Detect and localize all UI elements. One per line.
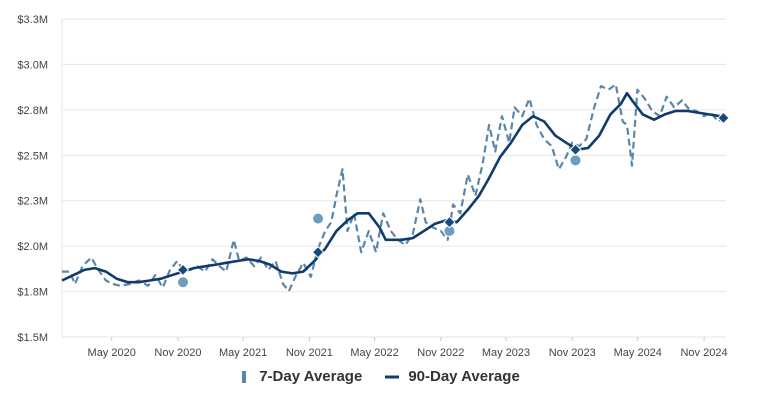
legend-label-90-day: 90-Day Average (408, 368, 520, 385)
x-tick-label: Nov 2020 (154, 347, 201, 359)
x-tick-label: May 2020 (88, 347, 136, 359)
legend-item-7-day[interactable]: 7-Day Average (237, 368, 362, 385)
x-tick-label: Nov 2021 (286, 347, 333, 359)
diamond-marker (717, 111, 730, 125)
chart-gridlines (61, 18, 726, 338)
diamond-marker (311, 245, 325, 259)
y-tick-label: $3.3M (17, 14, 48, 26)
x-tick-label: Nov 2022 (417, 347, 464, 359)
circle-marker (312, 212, 325, 225)
diamond-marker (176, 263, 190, 277)
x-axis-ticks: May 2020 Nov 2020 May 2021 Nov 2021 May 2022… (88, 337, 728, 359)
y-tick-label: $1.5M (17, 332, 48, 344)
x-tick-label: May 2023 (482, 347, 530, 359)
y-axis-ticks: $1.5M $1.8M $2.0M $2.3M $2.5M $2.8M $3.0M $3.3M (17, 14, 48, 344)
y-tick-label: $3.0M (17, 59, 48, 71)
series-90-day-line (61, 91, 727, 284)
dashed-line-swatch-icon (242, 370, 247, 383)
x-tick-label: May 2021 (219, 347, 267, 359)
chart-markers (176, 111, 730, 289)
legend-label-7-day: 7-Day Average (259, 368, 363, 385)
circle-marker (569, 154, 582, 167)
chart-series (61, 83, 727, 293)
circle-marker (176, 276, 189, 289)
y-tick-label: $1.8M (17, 287, 48, 299)
legend-item-90-day[interactable]: 90-Day Average (384, 368, 520, 385)
x-tick-label: May 2022 (350, 347, 398, 359)
y-tick-label: $2.0M (17, 241, 48, 253)
chart-legend: 7-Day Average 90-Day Average (0, 368, 757, 385)
x-tick-label: Nov 2024 (680, 347, 727, 359)
diamond-marker (569, 143, 582, 156)
y-tick-label: $2.5M (17, 150, 48, 162)
y-tick-label: $2.8M (17, 105, 48, 117)
y-tick-label: $2.3M (17, 196, 48, 208)
solid-line-swatch-icon (385, 375, 400, 378)
x-tick-label: May 2024 (614, 347, 662, 359)
x-tick-label: Nov 2023 (549, 347, 596, 359)
diamond-marker (443, 215, 456, 229)
series-7-day-line (62, 83, 725, 293)
